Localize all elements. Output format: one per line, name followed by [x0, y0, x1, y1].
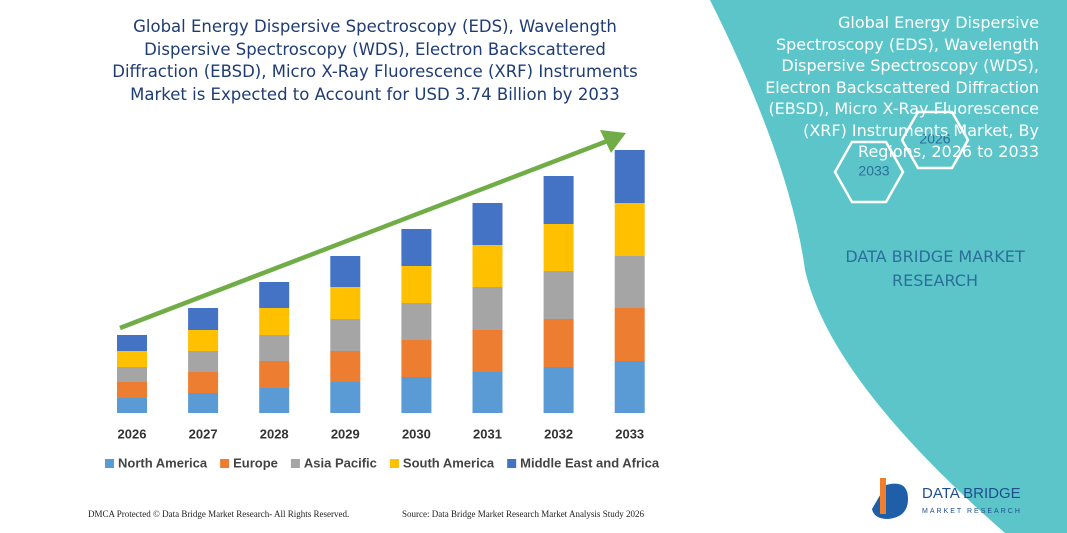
- legend-swatch: [389, 459, 399, 468]
- bar-segment: [117, 335, 147, 351]
- brand: DATA BRIDGE MARKET RESEARCH: [845, 247, 1025, 290]
- bar-segment: [117, 382, 147, 398]
- bar-segment: [543, 271, 574, 319]
- logo-mark: [880, 478, 886, 514]
- bar-segment: [330, 382, 361, 413]
- legend-swatch: [290, 459, 300, 468]
- logo-tagline: MARKET RESEARCH: [922, 508, 1022, 515]
- bar-segment: [614, 256, 645, 308]
- bar-segment: [117, 398, 147, 413]
- x-tick-label: 2032: [544, 426, 573, 441]
- bar-segment: [188, 351, 219, 372]
- x-tick-label: 2033: [615, 426, 644, 441]
- legend-swatch: [220, 459, 230, 468]
- bar-segment: [259, 308, 290, 335]
- hex-label: 2033: [858, 163, 889, 179]
- x-tick-label: 2026: [118, 426, 147, 441]
- bar-segment: [472, 330, 503, 372]
- bar-segment: [614, 361, 645, 413]
- plot: 2026 2027 2028 2029 2030 2031 2032 2033 North Am…: [105, 150, 660, 470]
- logo-name: DATA BRIDGE: [922, 485, 1021, 502]
- x-tick-label: 2028: [260, 426, 289, 441]
- legend-label: Middle East and Africa: [520, 455, 660, 470]
- bar-segment: [543, 176, 574, 224]
- bar-segment: [401, 229, 432, 266]
- bar-segment: [401, 266, 432, 303]
- trend-arrow: [119, 137, 611, 331]
- legend-label: Europe: [233, 455, 278, 470]
- hexagon: [900, 110, 970, 170]
- x-tick-label: 2027: [189, 426, 218, 441]
- bar-segment: [543, 367, 574, 413]
- bar-segment: [401, 377, 432, 413]
- bar-segment: [472, 203, 503, 245]
- bar-segment: [117, 351, 147, 367]
- bar-segment: [330, 287, 361, 319]
- bar-segment: [614, 308, 645, 361]
- bar-segment: [259, 282, 290, 308]
- bar-segment: [259, 335, 290, 361]
- footer-left: DMCA Protected © Data Bridge Market Rese…: [88, 509, 350, 519]
- bar-segment: [188, 393, 219, 413]
- bar-segment: [259, 388, 290, 413]
- legend-swatch: [507, 459, 517, 468]
- x-tick-label: 2030: [402, 426, 431, 441]
- bar-segment: [330, 256, 361, 287]
- legend-label: Asia Pacific: [304, 455, 377, 470]
- bar-segment: [401, 340, 432, 377]
- side-panel: [710, 0, 1067, 533]
- bar-segment: [330, 319, 361, 351]
- bar-segment: [188, 372, 219, 393]
- bar-segment: [614, 203, 645, 256]
- bar-segment: [188, 308, 219, 330]
- legend-label: South America: [403, 455, 495, 470]
- bar-segment: [401, 303, 432, 340]
- footer-right: Source: Data Bridge Market Research Mark…: [402, 509, 644, 519]
- panel-title: Global Energy Dispersive Spectroscopy (E…: [765, 13, 1039, 161]
- bar-segment: [188, 330, 219, 351]
- x-tick-label: 2031: [473, 426, 502, 441]
- bar-segment: [259, 361, 290, 388]
- bar-segment: [472, 372, 503, 413]
- bar-segment: [330, 351, 361, 382]
- bar-segment: [543, 224, 574, 271]
- logo-mark: [872, 483, 908, 519]
- bar-segment: [472, 245, 503, 287]
- bar-segment: [472, 287, 503, 330]
- arrow-head: [600, 130, 626, 153]
- bar-segment: [117, 367, 147, 382]
- chart-title: Global Energy Dispersive Spectroscopy (E…: [112, 17, 638, 104]
- legend-label: North America: [118, 455, 208, 470]
- bar-segment: [614, 150, 645, 203]
- hexagon: [833, 140, 905, 204]
- hex-label: 2026: [919, 131, 950, 147]
- bar-segment: [543, 319, 574, 367]
- legend-swatch: [105, 459, 114, 468]
- x-tick-label: 2029: [331, 426, 360, 441]
